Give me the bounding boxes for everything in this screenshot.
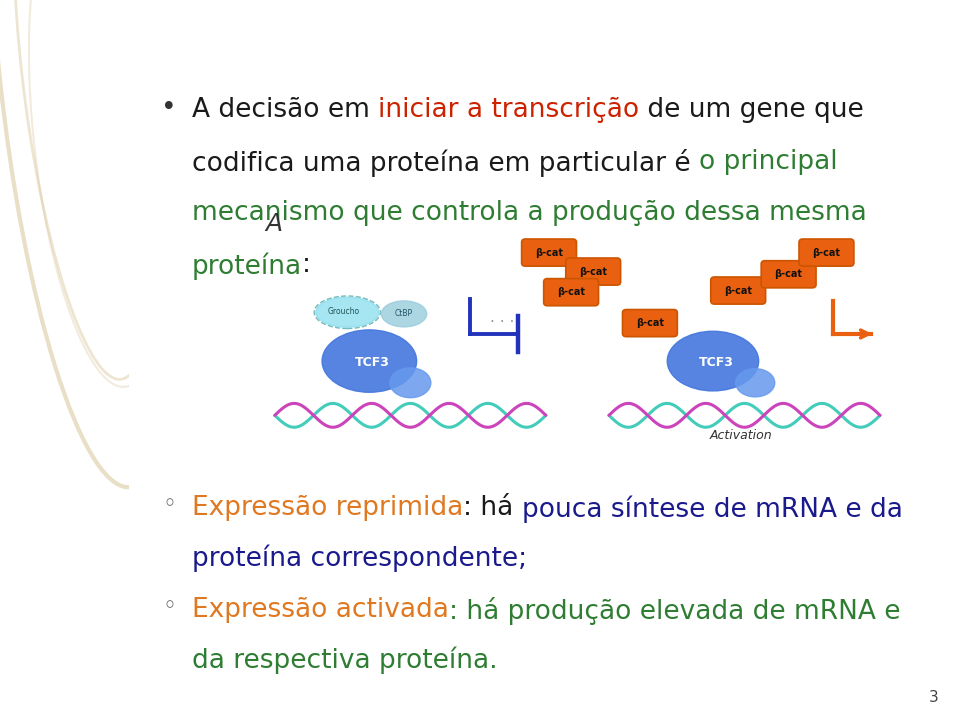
Text: CtBP: CtBP xyxy=(395,309,413,318)
Text: Expressão activada: Expressão activada xyxy=(192,597,449,623)
Ellipse shape xyxy=(736,368,775,397)
Text: β-cat: β-cat xyxy=(812,248,840,258)
Ellipse shape xyxy=(390,368,431,398)
Text: β-cat: β-cat xyxy=(579,266,607,276)
Text: •: • xyxy=(161,95,176,121)
Text: β-cat: β-cat xyxy=(535,248,563,258)
Text: :: : xyxy=(302,252,311,278)
Text: mecanismo que controla a produção dessa mesma: mecanismo que controla a produção dessa … xyxy=(192,200,866,226)
Text: β-cat: β-cat xyxy=(775,269,803,279)
Text: TCF3: TCF3 xyxy=(355,356,390,369)
Text: A: A xyxy=(266,212,283,236)
Text: Activation: Activation xyxy=(710,429,773,442)
Text: pouca síntese de mRNA e da: pouca síntese de mRNA e da xyxy=(522,495,902,523)
Text: : há produção elevada de mRNA e: : há produção elevada de mRNA e xyxy=(449,597,901,625)
Text: . . .: . . . xyxy=(490,310,514,325)
Text: A decisão em: A decisão em xyxy=(192,97,378,123)
Text: de um gene que: de um gene que xyxy=(639,97,864,123)
FancyBboxPatch shape xyxy=(522,239,576,266)
Ellipse shape xyxy=(667,331,759,391)
Text: β-cat: β-cat xyxy=(724,286,752,296)
Text: codifica uma proteína em particular é: codifica uma proteína em particular é xyxy=(192,149,699,177)
Ellipse shape xyxy=(316,297,379,327)
Text: iniciar a transcrição: iniciar a transcrição xyxy=(378,97,639,123)
FancyBboxPatch shape xyxy=(544,279,598,306)
Text: Expressão reprimida: Expressão reprimida xyxy=(192,495,463,521)
Text: TCF3: TCF3 xyxy=(699,356,734,369)
Text: proteína correspondente;: proteína correspondente; xyxy=(192,544,526,572)
FancyBboxPatch shape xyxy=(761,261,816,288)
Text: β-cat: β-cat xyxy=(636,318,664,328)
Text: ◦: ◦ xyxy=(163,594,176,617)
FancyBboxPatch shape xyxy=(622,309,677,337)
FancyBboxPatch shape xyxy=(711,277,765,304)
Text: o principal: o principal xyxy=(699,149,837,174)
Text: da respectiva proteína.: da respectiva proteína. xyxy=(192,646,498,673)
Text: proteína: proteína xyxy=(192,252,302,279)
Text: 3: 3 xyxy=(928,690,938,705)
Text: Groucho: Groucho xyxy=(328,307,361,316)
Text: ◦: ◦ xyxy=(163,492,176,516)
FancyBboxPatch shape xyxy=(799,239,854,266)
FancyBboxPatch shape xyxy=(566,258,620,285)
Text: : há: : há xyxy=(463,495,522,521)
Ellipse shape xyxy=(382,301,427,327)
Text: β-cat: β-cat xyxy=(557,287,585,297)
Ellipse shape xyxy=(322,330,416,392)
